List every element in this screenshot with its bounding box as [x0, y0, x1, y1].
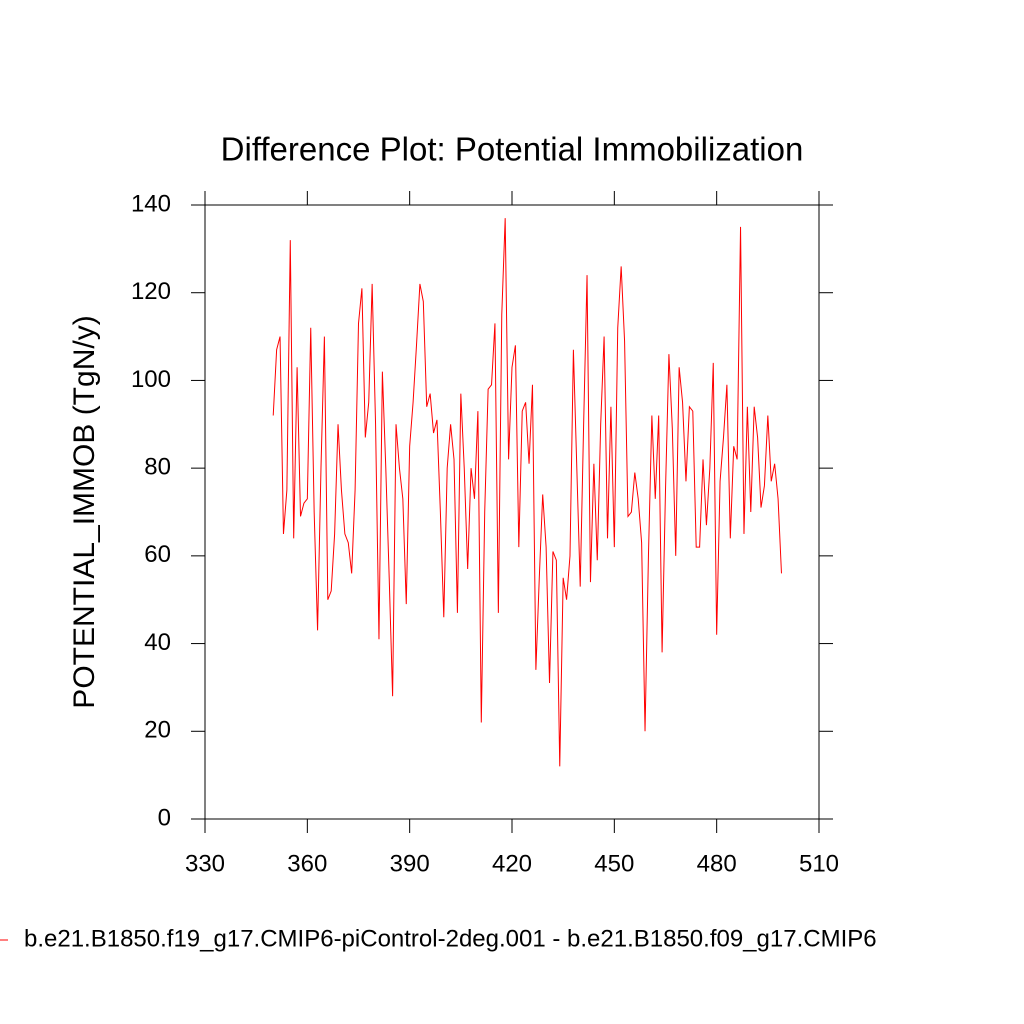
y-tick-label: 20: [144, 717, 171, 744]
x-tick-label: 480: [697, 850, 737, 877]
chart-title: Difference Plot: Potential Immobilizatio…: [221, 131, 804, 168]
y-axis-label: POTENTIAL_IMMOB (TgN/y): [68, 315, 101, 708]
x-tick-label: 420: [492, 850, 532, 877]
x-tick-label: 450: [594, 850, 634, 877]
data-line: [272, 218, 782, 767]
x-tick-label: 360: [287, 850, 327, 877]
plot-frame: [204, 204, 820, 820]
legend-label: b.e21.B1850.f19_g17.CMIP6-piControl-2deg…: [24, 925, 877, 952]
y-tick-label: 80: [144, 453, 171, 480]
y-tick-label: 0: [158, 804, 171, 831]
x-tick-label: 390: [390, 850, 430, 877]
y-tick-label: 100: [131, 366, 171, 393]
y-tick-label: 60: [144, 541, 171, 568]
y-tick-label: 140: [131, 190, 171, 217]
y-tick-label: 40: [144, 629, 171, 656]
x-tick-label: 510: [799, 850, 839, 877]
x-tick-label: 330: [185, 850, 225, 877]
y-tick-label: 120: [131, 278, 171, 305]
